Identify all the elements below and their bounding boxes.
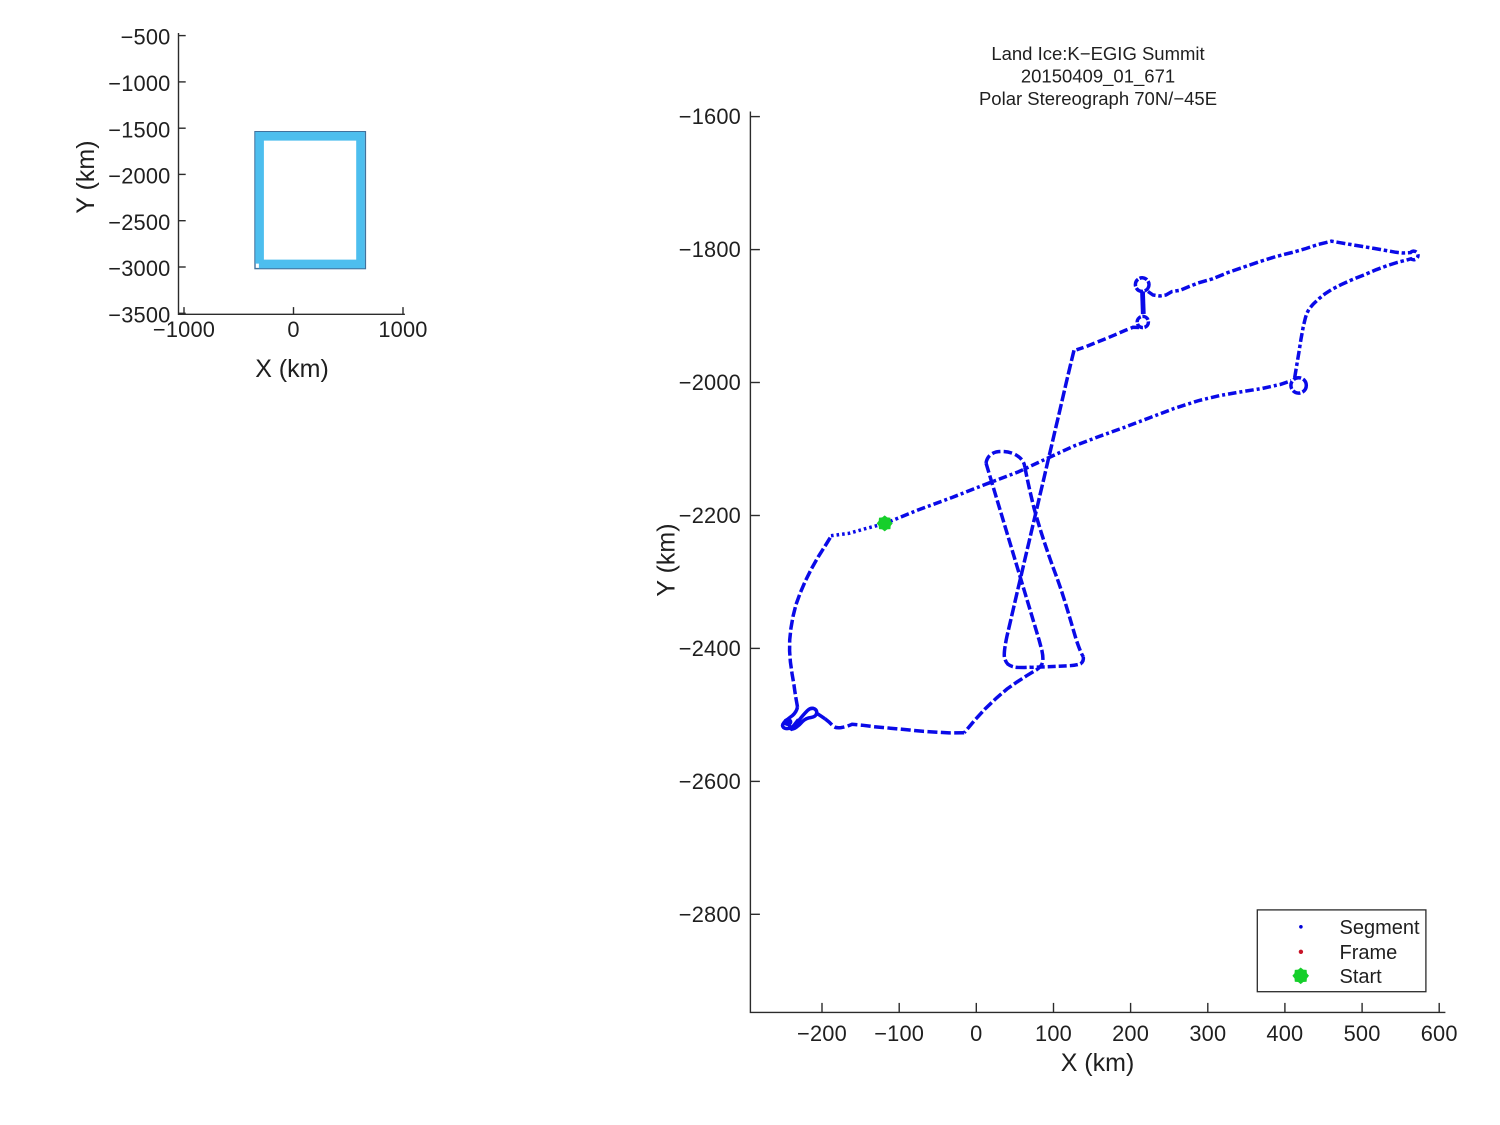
svg-text:−1000: −1000 — [108, 71, 170, 96]
svg-text:−200: −200 — [797, 1021, 847, 1046]
svg-text:Y (km): Y (km) — [653, 523, 681, 596]
svg-text:−2500: −2500 — [108, 210, 170, 235]
svg-text:−1000: −1000 — [153, 317, 215, 342]
svg-text:Polar Stereograph 70N/−45E: Polar Stereograph 70N/−45E — [979, 88, 1217, 109]
svg-text:−2600: −2600 — [679, 769, 741, 794]
svg-text:−100: −100 — [874, 1021, 924, 1046]
svg-text:500: 500 — [1344, 1021, 1381, 1046]
svg-text:Y (km): Y (km) — [72, 140, 100, 213]
svg-text:−1600: −1600 — [679, 104, 741, 129]
svg-text:X (km): X (km) — [255, 355, 329, 383]
svg-text:300: 300 — [1189, 1021, 1226, 1046]
svg-text:200: 200 — [1112, 1021, 1149, 1046]
svg-text:−500: −500 — [121, 25, 171, 50]
svg-text:−3500: −3500 — [108, 302, 170, 327]
svg-text:−2400: −2400 — [679, 636, 741, 661]
svg-text:−1800: −1800 — [679, 237, 741, 262]
svg-text:−2000: −2000 — [679, 370, 741, 395]
svg-text:X (km): X (km) — [1061, 1049, 1135, 1077]
svg-text:−2000: −2000 — [108, 164, 170, 189]
svg-text:Frame: Frame — [1340, 942, 1398, 964]
svg-text:−3000: −3000 — [108, 256, 170, 281]
svg-text:600: 600 — [1421, 1021, 1458, 1046]
svg-text:Land Ice:K−EGIG Summit: Land Ice:K−EGIG Summit — [991, 43, 1204, 64]
svg-text:Segment: Segment — [1340, 917, 1420, 939]
svg-text:400: 400 — [1266, 1021, 1303, 1046]
svg-text:−2200: −2200 — [679, 503, 741, 528]
svg-text:20150409_01_671: 20150409_01_671 — [1021, 66, 1175, 88]
svg-text:0: 0 — [970, 1021, 982, 1046]
svg-text:0: 0 — [287, 317, 299, 342]
svg-text:100: 100 — [1035, 1021, 1072, 1046]
svg-text:1000: 1000 — [378, 317, 427, 342]
svg-text:−1500: −1500 — [108, 117, 170, 142]
svg-text:−2800: −2800 — [679, 902, 741, 927]
svg-text:Start: Start — [1340, 966, 1383, 988]
